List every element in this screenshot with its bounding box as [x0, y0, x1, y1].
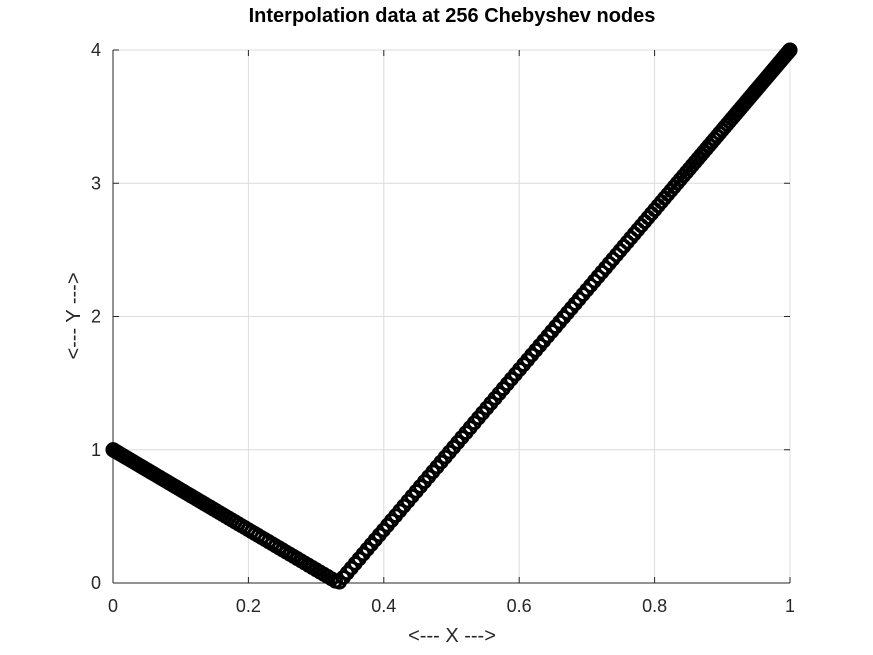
x-axis-ticks: 0 0.2 0.4 0.6 0.8 1 — [108, 50, 795, 616]
y-tick-label: 3 — [91, 173, 101, 193]
x-tick-label: 0.4 — [371, 596, 396, 616]
y-tick-label: 2 — [91, 307, 101, 327]
data-points — [105, 42, 798, 590]
y-tick-label: 4 — [91, 40, 101, 60]
x-tick-label: 1 — [785, 596, 795, 616]
x-tick-label: 0.6 — [507, 596, 532, 616]
chart-title: Interpolation data at 256 Chebyshev node… — [249, 5, 656, 27]
data-point — [105, 442, 121, 458]
x-tick-label: 0 — [108, 596, 118, 616]
y-axis-label: <--- Y ---> — [63, 272, 85, 359]
y-tick-label: 0 — [91, 573, 101, 593]
x-tick-label: 0.8 — [642, 596, 667, 616]
x-axis-label: <--- X ---> — [408, 625, 496, 647]
x-tick-label: 0.2 — [236, 596, 261, 616]
y-tick-label: 1 — [91, 440, 101, 460]
